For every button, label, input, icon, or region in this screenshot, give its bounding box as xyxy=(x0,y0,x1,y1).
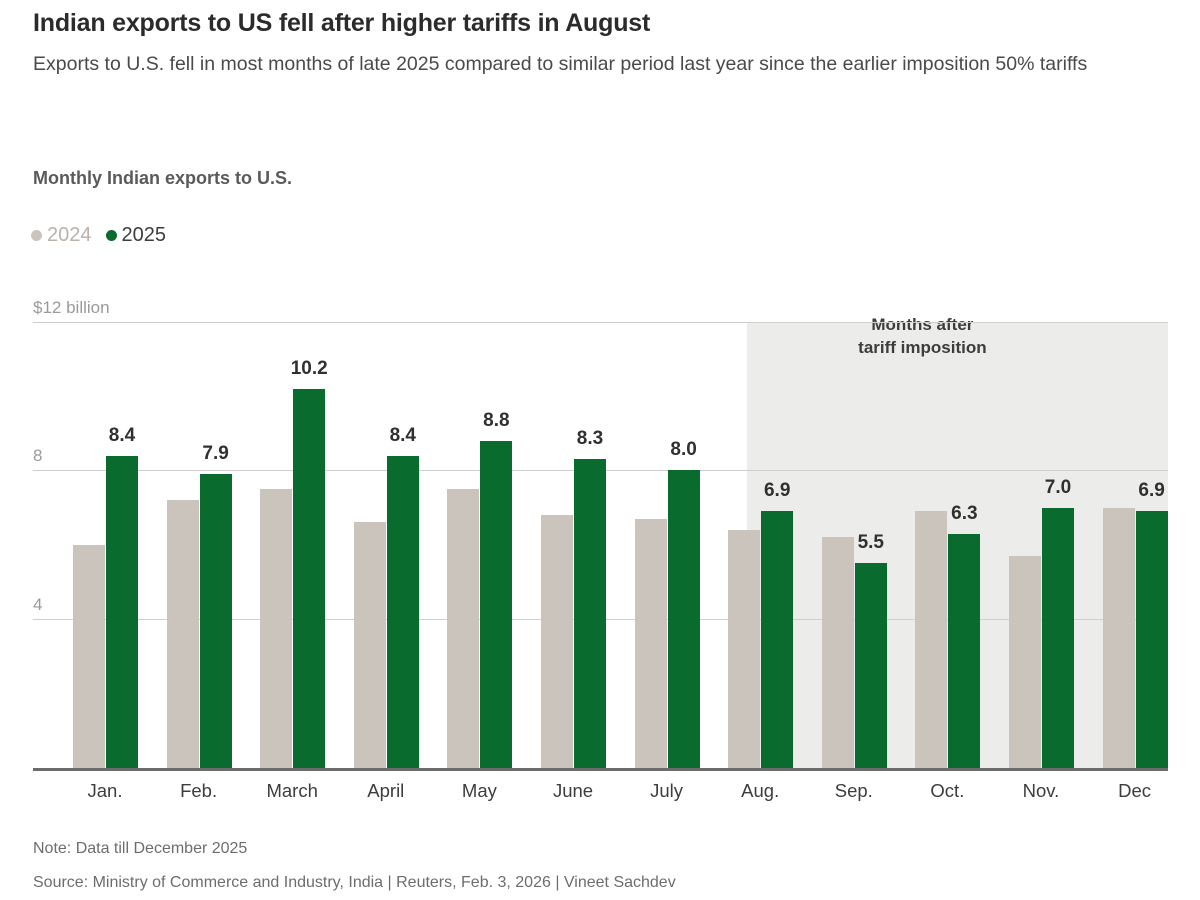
page-subtitle: Exports to U.S. fell in most months of l… xyxy=(33,53,1088,75)
bar-group xyxy=(815,285,887,768)
gridline-12 xyxy=(33,321,1168,323)
legend-label-2024: 2024 xyxy=(47,224,92,246)
tariff-annotation-line2: tariff imposition xyxy=(858,337,987,357)
bar-group xyxy=(628,285,700,768)
bar-2024[interactable] xyxy=(541,515,573,768)
data-label-2025: 6.9 xyxy=(1138,480,1165,502)
x-tick-label: Jan. xyxy=(87,780,123,801)
bar-2024[interactable] xyxy=(260,489,293,768)
bar-series: 8.4 7.9 10.2 8.4 8.8 8.3 8.0 6.9 5.5 6.3 7.0 6.9 xyxy=(33,285,1168,768)
legend: 2024 2025 xyxy=(31,225,166,245)
data-label-2025: 8.4 xyxy=(389,424,416,446)
data-label-2025: 6.3 xyxy=(951,502,978,524)
data-label-2025: 7.0 xyxy=(1044,476,1072,498)
bar-2025[interactable] xyxy=(667,470,700,768)
x-tick-label: Nov. xyxy=(1022,780,1060,801)
bar-2024[interactable] xyxy=(634,518,667,768)
x-tick-label: Feb. xyxy=(180,780,218,801)
bar-2025[interactable] xyxy=(948,533,981,768)
bar-2025[interactable] xyxy=(480,440,513,768)
bar-2025[interactable] xyxy=(293,388,326,768)
data-label-2025: 8.4 xyxy=(108,424,136,446)
x-tick-label: Oct. xyxy=(930,780,965,801)
bar-group xyxy=(1002,285,1074,768)
bar-2024[interactable] xyxy=(915,511,948,768)
bar-2025[interactable] xyxy=(199,474,232,768)
data-label-2025: 10.2 xyxy=(290,357,328,379)
bar-2025[interactable] xyxy=(1042,507,1074,768)
plot-area: Months after tariff imposition 4 8 $12 bil… xyxy=(33,285,1168,801)
data-label-2025: 8.3 xyxy=(576,428,604,450)
bar-2025[interactable] xyxy=(386,455,419,768)
bar-group xyxy=(440,285,513,768)
chart-source: Source: Ministry of Commerce and Industr… xyxy=(33,874,676,891)
bar-2024[interactable] xyxy=(728,529,761,768)
bar-2024[interactable] xyxy=(1009,555,1041,768)
x-tick-label: April xyxy=(367,780,405,801)
legend-item-2025[interactable]: 2025 xyxy=(105,224,167,246)
bar-2024[interactable] xyxy=(447,489,480,768)
bar-group xyxy=(253,285,326,768)
x-tick-label: March xyxy=(266,780,318,801)
y-tick-label-4: 4 xyxy=(33,595,43,615)
data-label-2025: 8.8 xyxy=(483,409,510,431)
bar-2024[interactable] xyxy=(353,522,386,768)
legend-label-2025: 2025 xyxy=(121,224,167,246)
tariff-annotation-line1: Months after xyxy=(871,314,974,334)
bar-2025[interactable] xyxy=(854,563,887,768)
bar-group xyxy=(908,285,981,768)
x-tick-label: Aug. xyxy=(741,780,780,801)
bar-group xyxy=(160,285,232,768)
bar-2024[interactable] xyxy=(1102,507,1135,768)
bar-2024[interactable] xyxy=(73,544,105,768)
bar-group xyxy=(534,285,606,768)
legend-dot-2024-icon xyxy=(31,229,42,241)
x-tick-label: Sep. xyxy=(834,780,873,801)
bar-group xyxy=(721,285,794,768)
bar-group xyxy=(1096,285,1168,768)
x-tick-label: Dec xyxy=(1118,780,1152,801)
data-label-2025: 8.0 xyxy=(670,439,697,461)
tariff-annotation: Months after tariff imposition xyxy=(807,314,1037,360)
y-tick-label-8: 8 xyxy=(33,446,43,466)
x-axis-line xyxy=(33,768,1168,771)
bar-2024[interactable] xyxy=(821,537,854,768)
data-label-2025: 5.5 xyxy=(857,532,884,554)
legend-dot-2025-icon xyxy=(105,229,117,241)
bar-2024[interactable] xyxy=(166,500,199,768)
x-tick-label: May xyxy=(461,780,497,801)
bar-2025[interactable] xyxy=(106,455,138,768)
y-tick-label-12: $12 billion xyxy=(33,297,110,317)
legend-item-2024[interactable]: 2024 xyxy=(31,225,92,245)
bar-2025[interactable] xyxy=(1135,511,1168,768)
bar-group xyxy=(347,285,419,768)
data-label-2025: 7.9 xyxy=(202,443,229,465)
page-title: Indian exports to US fell after higher t… xyxy=(33,9,651,37)
data-label-2025: 6.9 xyxy=(763,480,791,502)
chart-note: Note: Data till December 2025 xyxy=(33,840,248,857)
x-tick-label: June xyxy=(552,780,594,801)
bar-group xyxy=(66,285,138,768)
bar-2025[interactable] xyxy=(761,511,794,768)
x-tick-label: July xyxy=(650,780,684,801)
chart-title: Monthly Indian exports to U.S. xyxy=(33,168,293,188)
bar-2025[interactable] xyxy=(574,459,606,768)
